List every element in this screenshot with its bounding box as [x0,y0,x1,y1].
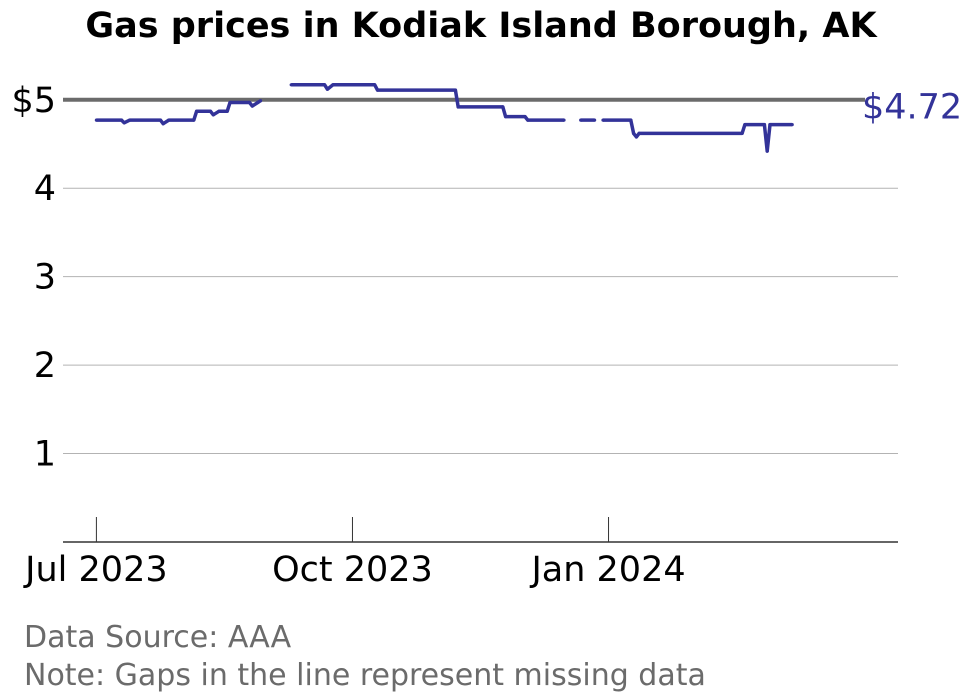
data-point [562,118,566,122]
data-point [637,131,641,135]
data-point [526,118,530,122]
data-point [453,88,457,92]
data-point [632,131,636,135]
data-point [375,88,380,92]
data-point [323,83,327,87]
data-point [192,118,196,122]
data-point [208,109,213,113]
data-point [158,118,162,122]
data-point [94,118,98,122]
data-point [259,99,263,103]
data-point [601,118,605,122]
x-tick-label: Jul 2023 [23,550,167,590]
series-line-segment [291,83,564,122]
data-point [128,118,132,122]
data-point [768,123,772,127]
data-point [504,115,508,119]
missing-data-note: Note: Gaps in the line represent missing… [24,658,706,693]
data-point [765,149,769,153]
price-series [94,83,794,153]
y-tick-label: 1 [34,435,56,475]
data-point [217,109,221,113]
data-point [743,123,747,127]
data-point [331,83,335,87]
y-tick-label: 4 [34,169,56,209]
data-point [195,109,199,113]
data-point [161,122,165,126]
data-point [119,118,124,122]
chart-title: Gas prices in Kodiak Island Borough, AK [85,6,878,46]
data-point [225,109,229,113]
gridlines [63,187,898,455]
data-point [325,87,329,91]
data-point [762,123,767,127]
data-point [501,105,505,109]
data-point [122,121,126,125]
y-tick-label: $5 [11,81,56,121]
data-point [228,100,232,105]
y-axis-ticks: 1 2 3 4 $5 [11,81,56,475]
data-point [211,113,215,117]
data-point [247,100,252,105]
y-tick-label: 2 [34,346,56,386]
x-tick-label: Jan 2024 [529,550,685,590]
y-tick-label: 3 [34,258,56,298]
data-point [289,83,293,87]
data-point [629,118,633,122]
data-point [523,115,527,119]
data-point [456,105,460,109]
data-point [256,100,260,105]
last-price-label: $4.72 [862,88,962,128]
x-tick-label: Oct 2023 [272,550,433,590]
data-point [790,123,794,127]
x-axis-ticks: Jul 2023 Oct 2023 Jan 2024 [23,517,686,590]
data-point [579,118,583,122]
data-point [634,135,639,139]
data-point [740,131,744,135]
data-point [167,118,171,122]
data-point [593,118,597,122]
data-point [373,83,377,87]
data-source-note: Data Source: AAA [24,620,292,655]
data-point [250,104,254,108]
